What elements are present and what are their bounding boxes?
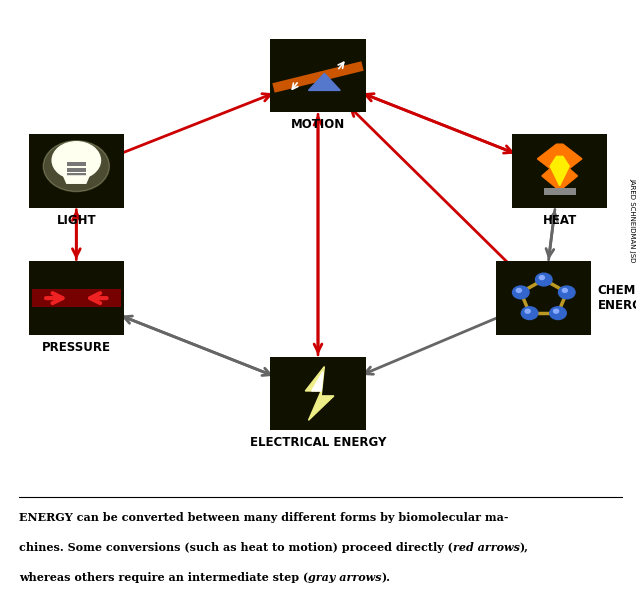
Polygon shape — [550, 156, 569, 186]
Bar — [29, 262, 124, 335]
Bar — [496, 262, 591, 335]
Circle shape — [562, 288, 567, 293]
Text: ELECTRICAL ENERGY: ELECTRICAL ENERGY — [250, 436, 386, 449]
Text: ).: ). — [382, 572, 391, 583]
Text: ENERGY can be converted between many different forms by biomolecular ma-: ENERGY can be converted between many dif… — [19, 513, 509, 523]
Bar — [29, 134, 124, 207]
Circle shape — [513, 286, 529, 299]
Polygon shape — [305, 367, 334, 420]
Bar — [512, 134, 607, 207]
Text: MOTION: MOTION — [291, 118, 345, 131]
Circle shape — [553, 309, 558, 313]
Text: PRESSURE: PRESSURE — [42, 341, 111, 353]
Text: HEAT: HEAT — [543, 213, 577, 226]
Polygon shape — [64, 176, 89, 184]
Text: gray arrows: gray arrows — [308, 572, 382, 583]
Text: red arrows: red arrows — [453, 542, 520, 553]
Bar — [270, 39, 366, 113]
Text: CHEMICAL
ENERGY: CHEMICAL ENERGY — [598, 284, 636, 312]
Circle shape — [536, 273, 552, 286]
Text: whereas others require an intermediate step (: whereas others require an intermediate s… — [19, 572, 308, 583]
Bar — [67, 167, 86, 172]
Polygon shape — [537, 144, 582, 191]
Bar — [67, 179, 86, 184]
Circle shape — [539, 275, 544, 280]
Polygon shape — [308, 73, 340, 91]
Circle shape — [43, 141, 109, 191]
Circle shape — [558, 286, 575, 299]
Circle shape — [550, 307, 566, 319]
Circle shape — [522, 307, 538, 319]
Polygon shape — [312, 371, 323, 391]
Circle shape — [525, 309, 530, 313]
Text: JARED SCHNEIDMAN JSD: JARED SCHNEIDMAN JSD — [630, 178, 636, 262]
Text: LIGHT: LIGHT — [57, 213, 96, 226]
Text: chines. Some conversions (such as heat to motion) proceed directly (: chines. Some conversions (such as heat t… — [19, 542, 453, 553]
Bar — [32, 289, 121, 307]
Circle shape — [52, 142, 100, 179]
Bar — [67, 162, 86, 166]
Bar — [544, 188, 576, 195]
Circle shape — [516, 288, 522, 293]
Text: ),: ), — [520, 542, 529, 553]
Bar — [270, 357, 366, 430]
Bar — [67, 173, 86, 178]
